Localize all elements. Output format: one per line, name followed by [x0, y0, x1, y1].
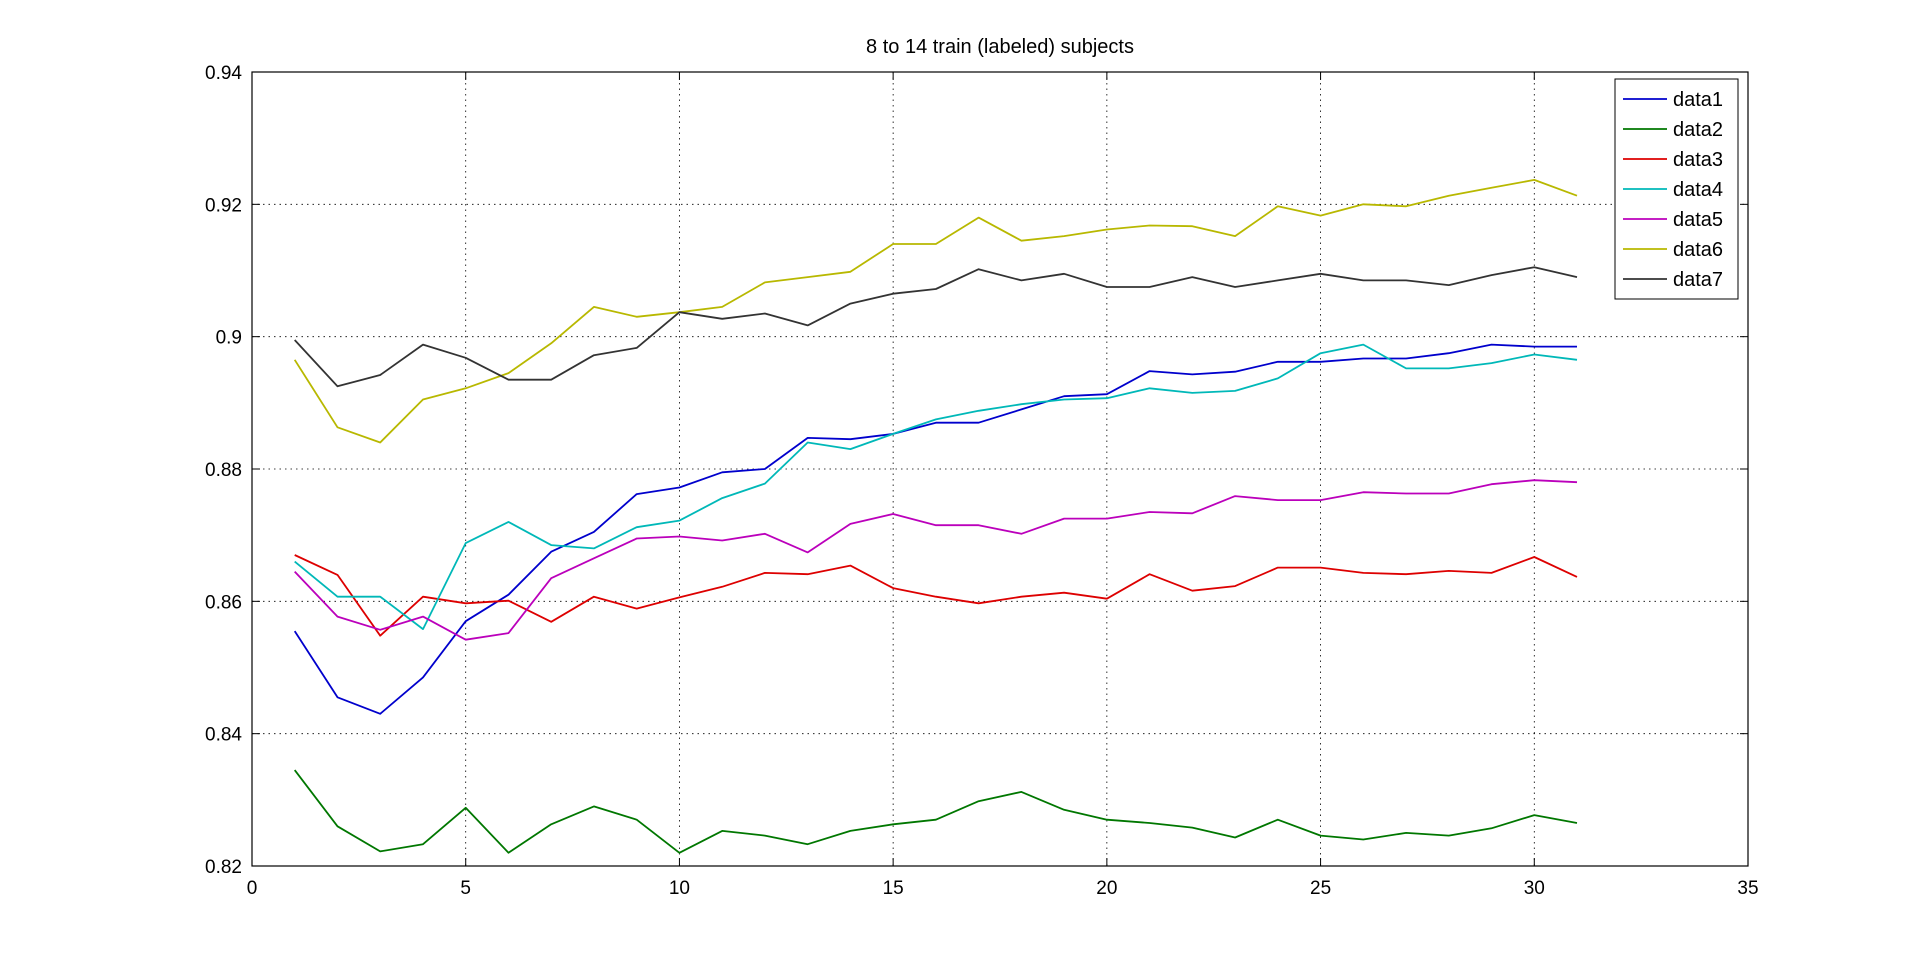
series-line-data5 [294, 479, 1578, 641]
y-tick-label: 0.84 [205, 725, 242, 746]
x-tick-label: 0 [247, 878, 258, 899]
x-tick-label: 5 [460, 878, 471, 899]
y-tick-label: 0.94 [205, 63, 242, 84]
y-tick-label: 0.86 [205, 592, 242, 613]
y-tick-label: 0.92 [205, 195, 242, 216]
y-tick-label: 0.82 [205, 857, 242, 878]
grid-lines [252, 72, 1748, 866]
axis-ticks [251, 71, 1749, 867]
x-tick-label: 10 [669, 878, 690, 899]
x-tick-label: 30 [1524, 878, 1545, 899]
legend-label: data6 [1673, 239, 1723, 261]
legend-label: data3 [1673, 149, 1723, 171]
y-tick-label: 0.88 [205, 460, 242, 481]
series-line-data4 [294, 343, 1578, 630]
y-tick-labels: 0.82 0.84 0.86 0.88 0.9 0.92 0.94 [205, 63, 242, 878]
legend-label: data4 [1673, 179, 1723, 201]
x-tick-labels: 0 5 10 15 20 25 30 35 [247, 878, 1759, 899]
y-tick-label: 0.9 [216, 328, 242, 349]
x-tick-label: 25 [1310, 878, 1331, 899]
chart-title: 8 to 14 train (labeled) subjects [866, 36, 1134, 58]
legend: data1 data2 data3 data4 data5 data6 data7 [1614, 78, 1739, 300]
legend-label: data7 [1673, 269, 1723, 291]
series-line-data1 [293, 343, 1577, 715]
series-line-data3 [294, 554, 1578, 637]
x-tick-label: 15 [883, 878, 904, 899]
series-lines [293, 178, 1578, 854]
series-line-data7 [294, 266, 1578, 388]
x-tick-label: 20 [1096, 878, 1117, 899]
series-line-data2 [293, 769, 1578, 854]
series-line-data6 [293, 178, 1578, 444]
x-tick-label: 35 [1737, 878, 1758, 899]
legend-label: data1 [1673, 89, 1723, 111]
legend-label: data2 [1673, 119, 1723, 141]
legend-label: data5 [1673, 209, 1723, 231]
